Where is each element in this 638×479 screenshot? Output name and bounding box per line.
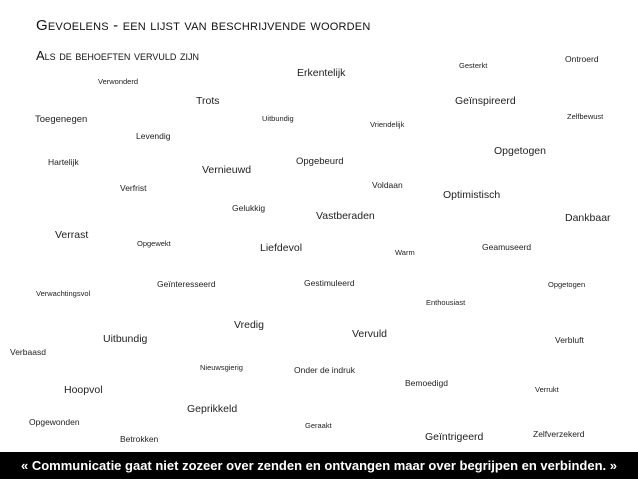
feeling-word: Opgewonden xyxy=(29,417,80,427)
feeling-word: Bemoedigd xyxy=(405,378,449,388)
feeling-word: Liefdevol xyxy=(260,242,303,254)
feeling-word: Nieuwsgierig xyxy=(200,363,243,372)
feeling-word: Verrukt xyxy=(535,385,559,394)
feeling-word: Hoopvol xyxy=(64,384,103,396)
feeling-word: Gesterkt xyxy=(459,61,488,70)
feeling-word: Geraakt xyxy=(305,421,332,430)
feeling-word: Verbaasd xyxy=(10,347,46,357)
feeling-word: Zelfverzekerd xyxy=(533,429,585,439)
feeling-word: Opgetogen xyxy=(548,280,586,289)
feeling-word: Opgebeurd xyxy=(296,156,344,167)
feeling-word: Geamuseerd xyxy=(482,242,532,252)
feeling-word: Geïnspireerd xyxy=(455,95,516,107)
page-title: Gevoelens - een lijst van beschrijvende … xyxy=(36,17,371,34)
feeling-word: Verrast xyxy=(55,229,89,241)
feeling-word: Verwonderd xyxy=(98,77,139,86)
feeling-word: Dankbaar xyxy=(565,212,611,224)
feeling-word: Geïnteresseerd xyxy=(157,279,216,289)
page-subtitle: Als de behoeften vervuld zijn xyxy=(36,48,199,63)
feeling-word: Hartelijk xyxy=(48,157,79,167)
feeling-word: Betrokken xyxy=(120,434,159,444)
feeling-word: Verfrist xyxy=(120,183,147,193)
feeling-word: Vernieuwd xyxy=(202,164,252,176)
feeling-word: Warm xyxy=(395,248,415,257)
feeling-word: Levendig xyxy=(136,131,171,141)
feeling-word: Gestimuleerd xyxy=(304,278,355,288)
feeling-word: Geprikkeld xyxy=(187,403,238,415)
feeling-word: Trots xyxy=(196,95,220,107)
feeling-word: Geïntrigeerd xyxy=(425,431,484,443)
quote-banner: « Communicatie gaat niet zozeer over zen… xyxy=(0,452,638,479)
feeling-word: Uitbundig xyxy=(262,114,294,123)
feeling-word: Ontroerd xyxy=(565,54,599,64)
feeling-word: Opgewekt xyxy=(137,239,171,248)
feeling-word: Onder de indruk xyxy=(294,365,355,375)
feeling-word: Vastberaden xyxy=(316,210,375,222)
feeling-word: Verbluft xyxy=(555,335,584,345)
feeling-word: Opgetogen xyxy=(494,145,546,157)
feeling-word: Gelukkig xyxy=(232,203,266,213)
feeling-word: Vriendelijk xyxy=(370,120,405,129)
feeling-word: Optimistisch xyxy=(443,189,501,201)
feeling-word: Uitbundig xyxy=(103,333,148,345)
feeling-word: Toegenegen xyxy=(35,114,88,125)
feeling-word: Vervuld xyxy=(352,328,388,340)
feeling-word: Voldaan xyxy=(372,180,403,190)
feeling-word: Erkentelijk xyxy=(297,67,346,79)
feeling-word: Zelfbewust xyxy=(567,112,604,121)
feeling-word: Vredig xyxy=(234,319,264,331)
feeling-word: Verwachtingsvol xyxy=(36,289,91,298)
feeling-word: Enthousiast xyxy=(426,298,466,307)
